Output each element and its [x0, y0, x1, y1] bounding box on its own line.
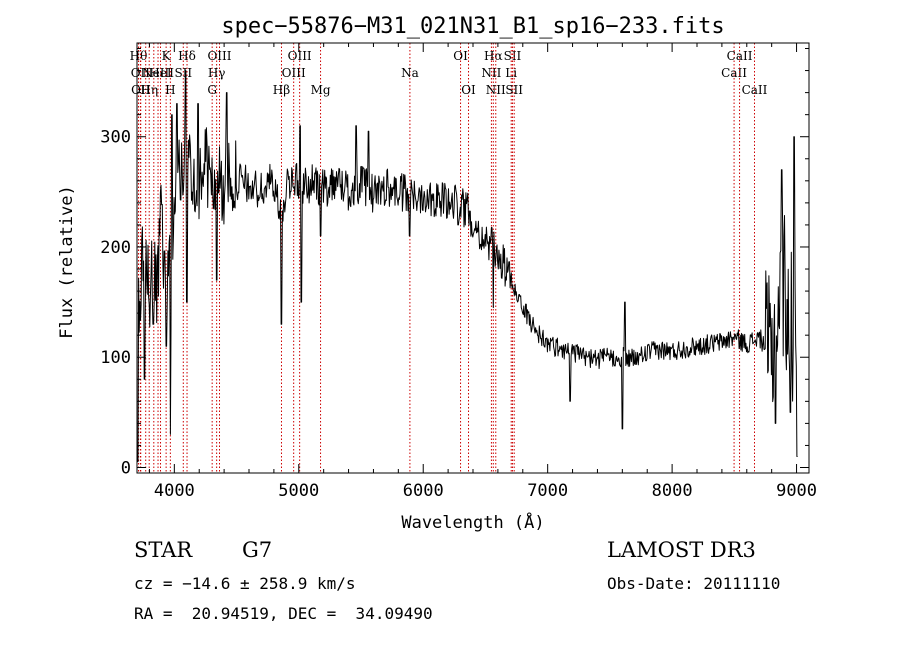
x-tick-label: 4000 — [154, 481, 195, 501]
spectral-line-label: NII — [481, 66, 501, 80]
spectral-line-label: OI — [461, 83, 476, 97]
y-axis-ticks: 0 100 200 300 — [100, 48, 809, 478]
x-tick-label: 6000 — [403, 481, 444, 501]
spectral-line-label: Hγ — [208, 66, 226, 80]
spectral-line-label: OIII — [207, 49, 231, 63]
y-tick-label: 300 — [100, 128, 131, 148]
spectral-line-label: Hα — [484, 49, 503, 63]
object-class: STAR — [134, 538, 193, 562]
y-tick-label: 200 — [100, 238, 131, 258]
x-tick-label: 8000 — [652, 481, 693, 501]
flux-series — [137, 70, 798, 463]
spectral-line-label: Hβ — [273, 83, 290, 97]
spectral-line-label: SII — [174, 66, 192, 80]
spectral-line-label: Na — [401, 66, 419, 80]
observation-date: Obs-Date: 20111110 — [607, 574, 781, 593]
spectral-line-label: OIII — [288, 49, 312, 63]
x-tick-label: 7000 — [527, 481, 568, 501]
spectral-line-label: Hδ — [178, 49, 196, 63]
object-subclass: G7 — [242, 538, 273, 562]
y-tick-label: 0 — [121, 458, 131, 478]
spectral-line-label: G — [207, 83, 217, 97]
spectral-line-label: OIII — [282, 66, 306, 80]
x-axis-label: Wavelength (Å) — [401, 511, 544, 533]
spectral-line-label: OI — [453, 49, 468, 63]
spectral-line-label: H — [165, 83, 175, 97]
spectral-line-label: Li — [505, 66, 517, 80]
plot-frame — [136, 42, 810, 474]
spectral-line-label: Hθ — [130, 49, 148, 63]
spectral-line-label: NeIII — [142, 66, 174, 80]
coordinates: RA = 20.94519, DEC = 34.09490 — [134, 604, 433, 623]
spectral-line-label: SII — [505, 83, 523, 97]
x-tick-label: 5000 — [278, 481, 319, 501]
y-tick-label: 100 — [100, 348, 131, 368]
spectral-line-markers: HθOIIOIIHηNeIIIHeIKHSIIHδGHγOIIIHβOIIIOI… — [130, 43, 768, 473]
chart-title: spec−55876−M31_021N31_B1_sp16−233.fits — [221, 14, 724, 39]
survey-name: LAMOST DR3 — [607, 538, 756, 562]
spectral-line-label: Hη — [140, 83, 158, 97]
x-axis-ticks: 4000 5000 6000 7000 8000 9000 — [148, 43, 817, 501]
spectral-line-label: OII — [131, 66, 151, 80]
spectral-line-label: Mg — [311, 83, 331, 97]
y-axis-label: Flux (relative) — [57, 185, 77, 339]
spectral-line-label: CaII — [727, 49, 753, 63]
flux-line — [137, 70, 798, 463]
spectral-line-label: CaII — [742, 83, 768, 97]
spectral-line-label: SII — [504, 49, 522, 63]
spectral-line-label: NII — [486, 83, 506, 97]
spectral-line-label: CaII — [721, 66, 747, 80]
spectral-line-label: HeI — [149, 66, 172, 80]
redshift-velocity: cz = −14.6 ± 258.9 km/s — [134, 574, 356, 593]
spectral-line-label: K — [162, 49, 172, 63]
x-tick-label: 9000 — [776, 481, 817, 501]
